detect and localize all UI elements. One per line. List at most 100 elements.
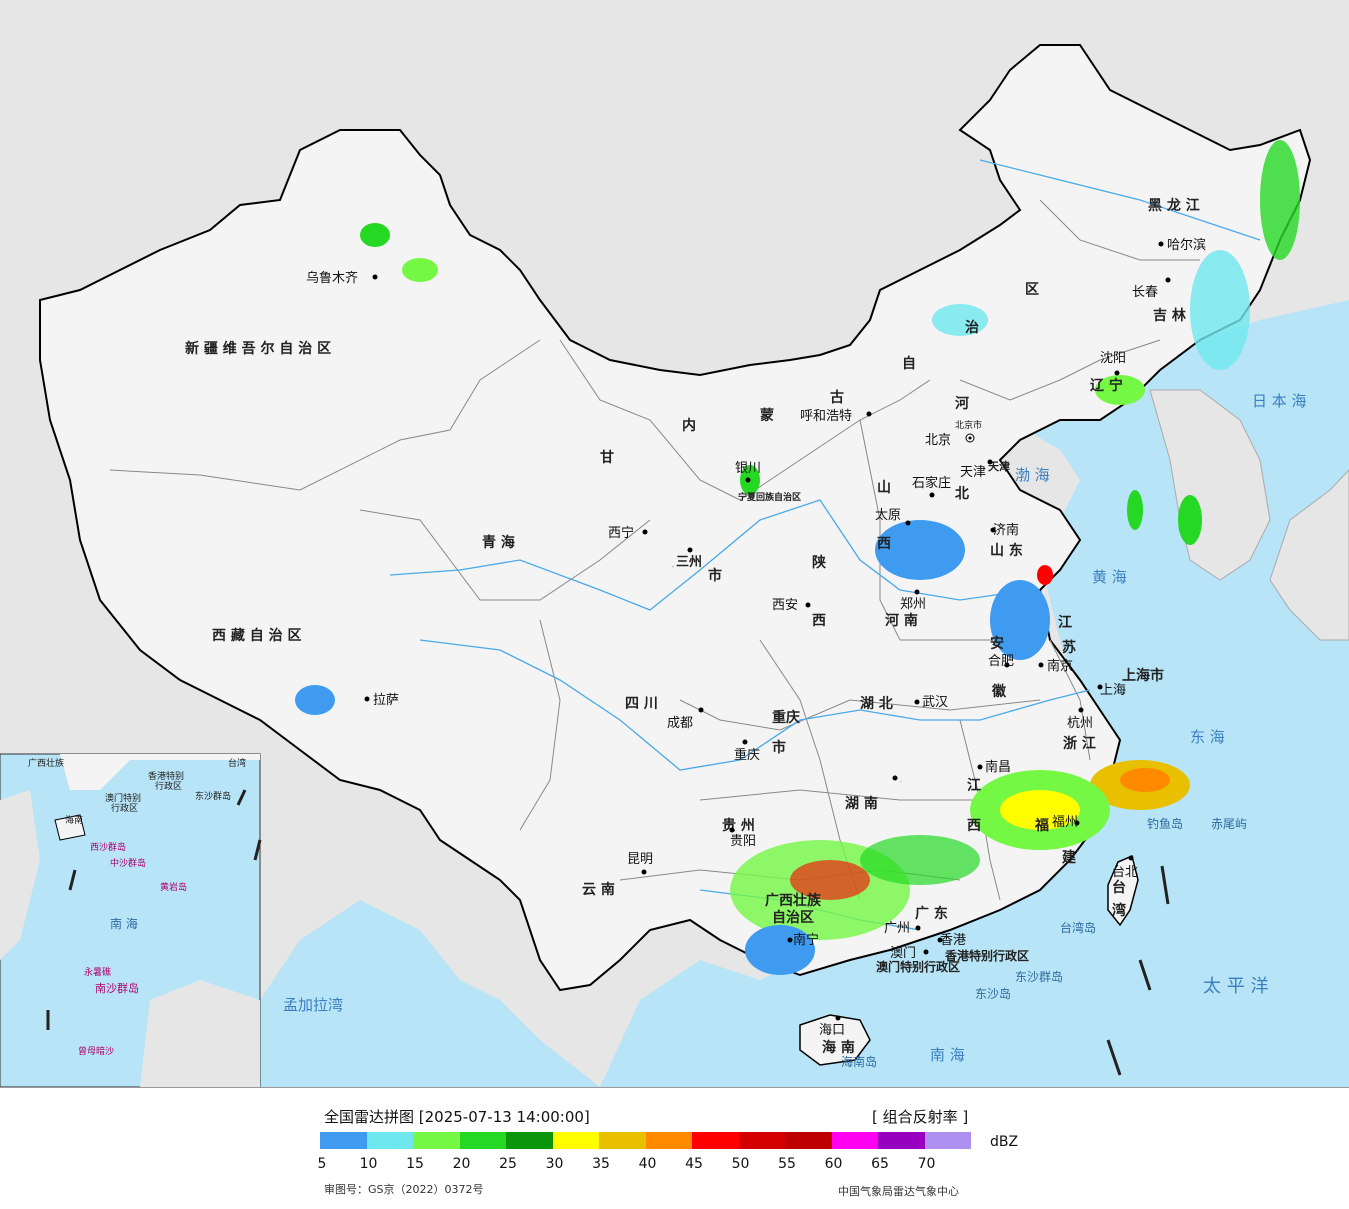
city-marker: 成都	[667, 707, 704, 731]
city-label: 兰州	[672, 565, 674, 568]
island-label: 东沙岛	[975, 986, 1011, 1001]
inset-label: 香港特别	[148, 770, 184, 782]
province-label: 湾	[1112, 902, 1126, 919]
city-marker: 天津	[960, 459, 993, 480]
city-marker: 武汉	[914, 695, 948, 710]
city-marker: 长春	[1132, 277, 1171, 300]
city-label: 南宁	[793, 932, 819, 948]
city-label: 西安	[772, 598, 798, 613]
scale-tick: 20	[452, 1156, 471, 1172]
south-china-sea-inset	[0, 753, 261, 1087]
city-label: 杭州	[1067, 716, 1093, 731]
scale-tick: 70	[917, 1156, 936, 1172]
province-label: 吉 林	[1153, 307, 1186, 324]
city-label: 福州	[1052, 815, 1078, 830]
scale-swatch	[831, 1132, 878, 1149]
bay-of-bengal	[260, 900, 600, 1087]
city-marker: 重庆	[734, 739, 760, 763]
inset-label: 东沙群岛	[195, 790, 231, 802]
hainan-land	[799, 1014, 871, 1066]
city-marker: 拉萨	[364, 693, 399, 708]
province-label: 河 南	[885, 612, 918, 629]
city-label: 成都	[667, 716, 693, 731]
scale-swatch	[320, 1132, 367, 1149]
province-label: 湖 北	[860, 696, 893, 712]
china-land	[39, 44, 1312, 992]
province-label: 澳门特别行政区	[876, 959, 960, 974]
scale-swatch	[924, 1132, 971, 1149]
city-marker: 福州	[1052, 815, 1080, 830]
inset-label: 广西壮族	[28, 757, 64, 769]
city-label: 沈阳	[1100, 351, 1126, 366]
city-label: 北京	[925, 433, 951, 448]
island-label: 台湾岛	[1060, 920, 1096, 935]
province-label: 云 南	[582, 881, 615, 898]
city-label: 长沙	[900, 780, 902, 783]
city-label: 天津	[960, 465, 986, 480]
sea-label: 日 本 海	[1252, 392, 1307, 410]
city-marker: 澳门	[890, 945, 929, 961]
sea-area	[600, 300, 1349, 1087]
city-marker: 西宁	[608, 525, 648, 541]
city-label: 上海	[1100, 683, 1126, 698]
province-label: 三州	[676, 555, 702, 570]
city-label: 昆明	[627, 852, 653, 867]
city-label: 郑州	[900, 597, 926, 612]
unit-label: dBZ	[990, 1134, 1019, 1150]
scale-tick: 55	[778, 1156, 796, 1172]
inset-label: 黄岩岛	[160, 881, 187, 893]
inset-label: 行政区	[155, 780, 182, 792]
province-label: 上海市	[1122, 667, 1164, 684]
city-label: 广州	[884, 921, 910, 936]
city-label: 澳门	[890, 945, 916, 961]
sea-label: 南 海	[930, 1046, 965, 1064]
city-marker: 杭州	[1067, 707, 1093, 731]
city-marker: 北京	[925, 433, 975, 448]
province-label: 台	[1112, 879, 1126, 896]
province-label: 香港特别行政区	[944, 948, 1029, 963]
province-label: 安	[990, 635, 1004, 652]
province-label: 天津	[988, 459, 1010, 473]
province-label: 河	[955, 395, 969, 412]
island-label: 海南岛	[841, 1054, 877, 1069]
city-label: 南京	[1047, 658, 1073, 674]
sea-label: 黄 海	[1092, 568, 1127, 586]
city-label: 石家庄	[912, 475, 951, 491]
province-label: 四 川	[625, 696, 658, 712]
scale-tick: 35	[592, 1156, 610, 1172]
province-label: 青 海	[482, 534, 515, 551]
province-label: 广西壮族	[765, 892, 822, 909]
city-label: 长春	[1132, 285, 1158, 300]
city-marker: 南宁	[787, 932, 819, 948]
inset-label: 行政区	[111, 802, 138, 814]
inset-label: 中沙群岛	[110, 857, 146, 869]
city-marker: 西安	[772, 598, 811, 613]
province-label: 西	[967, 818, 981, 834]
scale-swatch	[413, 1132, 460, 1149]
legend-panel: 全国雷达拼图 [2025-07-13 14:00:00] [ 组合反射率 ] d…	[0, 1087, 1349, 1209]
province-label: 海 南	[822, 1039, 855, 1056]
province-label: 自治区	[772, 909, 814, 926]
province-label: 西 藏 自 治 区	[212, 627, 302, 644]
color-scale	[320, 1132, 971, 1149]
scale-tick: 25	[499, 1156, 517, 1172]
province-label: 徽	[991, 683, 1007, 700]
province-label: 黑 龙 江	[1148, 197, 1200, 214]
sea-label: 太 平 洋	[1203, 976, 1268, 997]
province-label: 苏	[1062, 639, 1076, 656]
scale-swatch	[645, 1132, 692, 1149]
product-label: [ 组合反射率 ]	[872, 1108, 969, 1126]
taiwan-land	[1107, 854, 1139, 927]
sea-label: 渤 海	[1015, 466, 1050, 484]
city-marker: 广州	[884, 921, 921, 936]
province-label: 江	[1058, 614, 1072, 631]
inset-label: 南沙群岛	[95, 981, 139, 995]
city-label: 呼和浩特	[800, 409, 852, 424]
city-marker: 兰州	[672, 547, 693, 568]
scale-tick: 40	[638, 1156, 657, 1172]
city-label: 南昌	[985, 759, 1011, 775]
inset-label: 西沙群岛	[90, 841, 126, 853]
city-marker: 南京	[1038, 658, 1073, 674]
dash-line	[46, 789, 1170, 1076]
scale-tick: 5	[317, 1156, 327, 1172]
